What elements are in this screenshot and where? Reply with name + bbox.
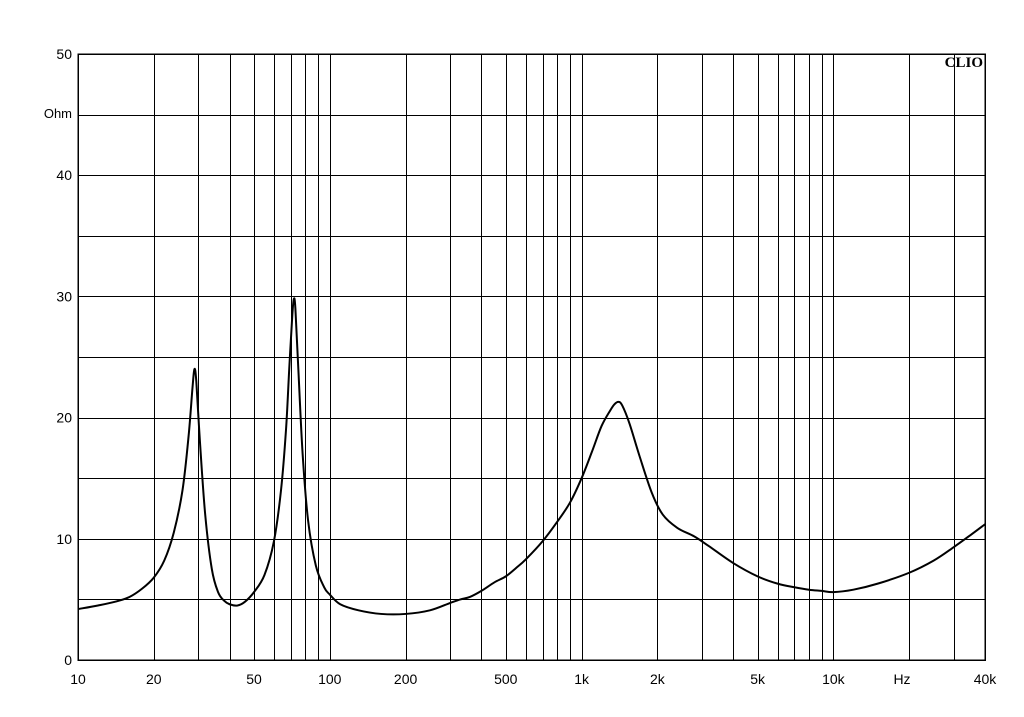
plot-frame (77, 53, 986, 661)
x-tick-label: 100 (318, 671, 342, 687)
y-tick-label: 50 (56, 46, 72, 62)
y-unit-label: Ohm (44, 106, 72, 121)
x-tick-label: 200 (394, 671, 418, 687)
grid (78, 54, 985, 660)
x-tick-label: 1k (574, 671, 590, 687)
y-tick-label: 40 (56, 167, 72, 183)
y-tick-label: 0 (64, 652, 72, 668)
x-tick-label: 2k (650, 671, 666, 687)
tick-labels: 10 20 50 100 200 500 1k 2k 5k 10k 40k 0 10 20 30 40 50 (56, 46, 997, 687)
impedance-curve (77, 297, 986, 616)
clio-brand-label: CLIO (945, 55, 983, 71)
x-tick-label: 5k (750, 671, 766, 687)
x-tick-label: 20 (146, 671, 162, 687)
x-tick-label: 50 (246, 671, 262, 687)
x-tick-label: 10 (70, 671, 86, 687)
x-tick-label: 10k (822, 671, 846, 687)
x-tick-label: 40k (974, 671, 998, 687)
y-tick-label: 20 (56, 410, 72, 426)
y-tick-label: 10 (56, 531, 72, 547)
x-unit-label: Hz (893, 671, 910, 687)
y-tick-label: 30 (56, 288, 72, 304)
series-layer (77, 297, 986, 616)
x-tick-label: 500 (494, 671, 518, 687)
